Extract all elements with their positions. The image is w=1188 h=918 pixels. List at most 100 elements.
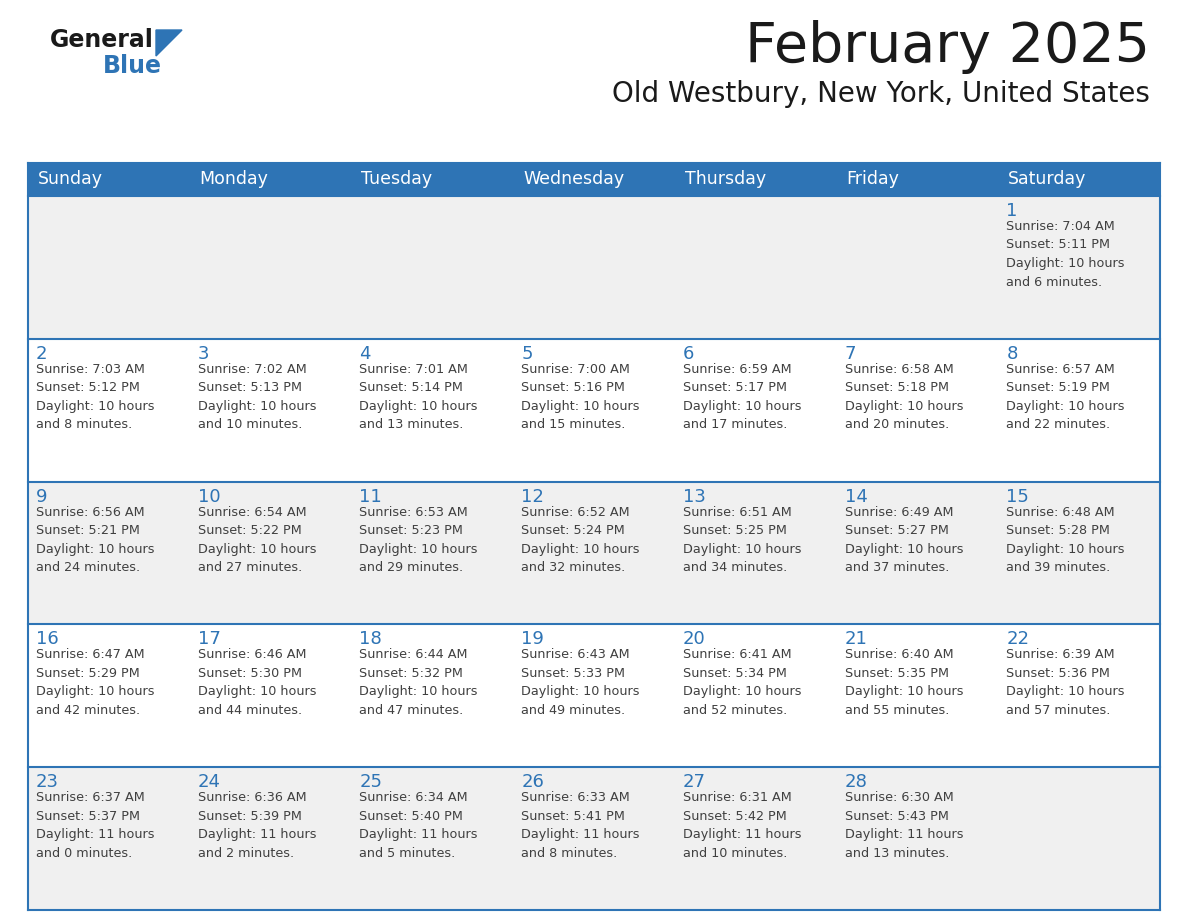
Bar <box>29 767 190 910</box>
Bar <box>190 196 352 339</box>
Text: Sunrise: 6:34 AM
Sunset: 5:40 PM
Daylight: 11 hours
and 5 minutes.: Sunrise: 6:34 AM Sunset: 5:40 PM Dayligh… <box>360 791 478 859</box>
Text: Sunrise: 6:33 AM
Sunset: 5:41 PM
Daylight: 11 hours
and 8 minutes.: Sunrise: 6:33 AM Sunset: 5:41 PM Dayligh… <box>522 791 639 859</box>
Bar <box>675 196 836 339</box>
Text: 21: 21 <box>845 631 867 648</box>
Text: Blue: Blue <box>103 54 162 78</box>
Text: Sunrise: 6:36 AM
Sunset: 5:39 PM
Daylight: 11 hours
and 2 minutes.: Sunrise: 6:36 AM Sunset: 5:39 PM Dayligh… <box>197 791 316 859</box>
Text: 25: 25 <box>360 773 383 791</box>
Text: 22: 22 <box>1006 631 1029 648</box>
Bar <box>675 767 836 910</box>
Text: 4: 4 <box>360 345 371 363</box>
Bar <box>29 339 190 482</box>
Bar <box>29 624 190 767</box>
Bar <box>29 482 190 624</box>
Bar <box>836 482 998 624</box>
Bar <box>352 767 513 910</box>
Bar <box>836 163 998 196</box>
Bar <box>675 482 836 624</box>
Text: Sunrise: 6:44 AM
Sunset: 5:32 PM
Daylight: 10 hours
and 47 minutes.: Sunrise: 6:44 AM Sunset: 5:32 PM Dayligh… <box>360 648 478 717</box>
Bar <box>513 339 675 482</box>
Bar <box>998 767 1159 910</box>
Bar <box>352 482 513 624</box>
Text: 18: 18 <box>360 631 383 648</box>
Text: 13: 13 <box>683 487 706 506</box>
Text: 26: 26 <box>522 773 544 791</box>
Text: 2: 2 <box>36 345 48 363</box>
Text: 19: 19 <box>522 631 544 648</box>
Text: Sunrise: 7:04 AM
Sunset: 5:11 PM
Daylight: 10 hours
and 6 minutes.: Sunrise: 7:04 AM Sunset: 5:11 PM Dayligh… <box>1006 220 1125 288</box>
Text: Sunrise: 6:39 AM
Sunset: 5:36 PM
Daylight: 10 hours
and 57 minutes.: Sunrise: 6:39 AM Sunset: 5:36 PM Dayligh… <box>1006 648 1125 717</box>
Bar <box>190 163 352 196</box>
Text: Sunrise: 7:03 AM
Sunset: 5:12 PM
Daylight: 10 hours
and 8 minutes.: Sunrise: 7:03 AM Sunset: 5:12 PM Dayligh… <box>36 363 154 431</box>
Text: Sunrise: 6:56 AM
Sunset: 5:21 PM
Daylight: 10 hours
and 24 minutes.: Sunrise: 6:56 AM Sunset: 5:21 PM Dayligh… <box>36 506 154 574</box>
Bar <box>513 482 675 624</box>
Bar <box>29 196 190 339</box>
Text: Friday: Friday <box>847 171 899 188</box>
Text: 24: 24 <box>197 773 221 791</box>
Text: 9: 9 <box>36 487 48 506</box>
Bar <box>836 624 998 767</box>
Text: 16: 16 <box>36 631 58 648</box>
Text: 8: 8 <box>1006 345 1018 363</box>
Text: 12: 12 <box>522 487 544 506</box>
Bar <box>29 163 190 196</box>
Text: 15: 15 <box>1006 487 1029 506</box>
Bar <box>675 624 836 767</box>
Text: Sunrise: 6:49 AM
Sunset: 5:27 PM
Daylight: 10 hours
and 37 minutes.: Sunrise: 6:49 AM Sunset: 5:27 PM Dayligh… <box>845 506 963 574</box>
Text: Monday: Monday <box>200 171 268 188</box>
Text: Wednesday: Wednesday <box>523 171 624 188</box>
Bar <box>513 767 675 910</box>
Text: 17: 17 <box>197 631 221 648</box>
Text: Sunrise: 6:58 AM
Sunset: 5:18 PM
Daylight: 10 hours
and 20 minutes.: Sunrise: 6:58 AM Sunset: 5:18 PM Dayligh… <box>845 363 963 431</box>
Text: 14: 14 <box>845 487 867 506</box>
Bar <box>190 624 352 767</box>
Bar <box>998 482 1159 624</box>
Text: Sunrise: 6:57 AM
Sunset: 5:19 PM
Daylight: 10 hours
and 22 minutes.: Sunrise: 6:57 AM Sunset: 5:19 PM Dayligh… <box>1006 363 1125 431</box>
Text: 1: 1 <box>1006 202 1018 220</box>
Text: Sunrise: 6:59 AM
Sunset: 5:17 PM
Daylight: 10 hours
and 17 minutes.: Sunrise: 6:59 AM Sunset: 5:17 PM Dayligh… <box>683 363 802 431</box>
Text: Sunday: Sunday <box>38 171 103 188</box>
Bar <box>675 163 836 196</box>
Bar <box>190 767 352 910</box>
Bar <box>836 339 998 482</box>
Text: Sunrise: 6:30 AM
Sunset: 5:43 PM
Daylight: 11 hours
and 13 minutes.: Sunrise: 6:30 AM Sunset: 5:43 PM Dayligh… <box>845 791 963 859</box>
Text: Thursday: Thursday <box>684 171 766 188</box>
Bar <box>352 339 513 482</box>
Text: Sunrise: 6:31 AM
Sunset: 5:42 PM
Daylight: 11 hours
and 10 minutes.: Sunrise: 6:31 AM Sunset: 5:42 PM Dayligh… <box>683 791 802 859</box>
Text: Sunrise: 6:47 AM
Sunset: 5:29 PM
Daylight: 10 hours
and 42 minutes.: Sunrise: 6:47 AM Sunset: 5:29 PM Dayligh… <box>36 648 154 717</box>
Text: 7: 7 <box>845 345 857 363</box>
Text: 20: 20 <box>683 631 706 648</box>
Text: Sunrise: 6:37 AM
Sunset: 5:37 PM
Daylight: 11 hours
and 0 minutes.: Sunrise: 6:37 AM Sunset: 5:37 PM Dayligh… <box>36 791 154 859</box>
Bar <box>190 482 352 624</box>
Text: Sunrise: 7:00 AM
Sunset: 5:16 PM
Daylight: 10 hours
and 15 minutes.: Sunrise: 7:00 AM Sunset: 5:16 PM Dayligh… <box>522 363 639 431</box>
Bar <box>352 624 513 767</box>
Text: Old Westbury, New York, United States: Old Westbury, New York, United States <box>612 80 1150 108</box>
Text: 10: 10 <box>197 487 220 506</box>
Text: Sunrise: 6:40 AM
Sunset: 5:35 PM
Daylight: 10 hours
and 55 minutes.: Sunrise: 6:40 AM Sunset: 5:35 PM Dayligh… <box>845 648 963 717</box>
Bar <box>190 339 352 482</box>
Text: Sunrise: 6:51 AM
Sunset: 5:25 PM
Daylight: 10 hours
and 34 minutes.: Sunrise: 6:51 AM Sunset: 5:25 PM Dayligh… <box>683 506 802 574</box>
Text: 6: 6 <box>683 345 694 363</box>
Text: General: General <box>50 28 154 52</box>
Text: Sunrise: 6:48 AM
Sunset: 5:28 PM
Daylight: 10 hours
and 39 minutes.: Sunrise: 6:48 AM Sunset: 5:28 PM Dayligh… <box>1006 506 1125 574</box>
Bar <box>352 163 513 196</box>
Text: Sunrise: 6:54 AM
Sunset: 5:22 PM
Daylight: 10 hours
and 27 minutes.: Sunrise: 6:54 AM Sunset: 5:22 PM Dayligh… <box>197 506 316 574</box>
Text: Sunrise: 6:52 AM
Sunset: 5:24 PM
Daylight: 10 hours
and 32 minutes.: Sunrise: 6:52 AM Sunset: 5:24 PM Dayligh… <box>522 506 639 574</box>
Text: 3: 3 <box>197 345 209 363</box>
Text: 27: 27 <box>683 773 706 791</box>
Text: Sunrise: 7:02 AM
Sunset: 5:13 PM
Daylight: 10 hours
and 10 minutes.: Sunrise: 7:02 AM Sunset: 5:13 PM Dayligh… <box>197 363 316 431</box>
Bar <box>836 767 998 910</box>
Text: Sunrise: 6:53 AM
Sunset: 5:23 PM
Daylight: 10 hours
and 29 minutes.: Sunrise: 6:53 AM Sunset: 5:23 PM Dayligh… <box>360 506 478 574</box>
Bar <box>998 196 1159 339</box>
Text: February 2025: February 2025 <box>745 20 1150 74</box>
Text: Sunrise: 6:43 AM
Sunset: 5:33 PM
Daylight: 10 hours
and 49 minutes.: Sunrise: 6:43 AM Sunset: 5:33 PM Dayligh… <box>522 648 639 717</box>
Bar <box>836 196 998 339</box>
Text: Saturday: Saturday <box>1009 171 1087 188</box>
Bar <box>998 339 1159 482</box>
Bar <box>675 339 836 482</box>
Text: Sunrise: 7:01 AM
Sunset: 5:14 PM
Daylight: 10 hours
and 13 minutes.: Sunrise: 7:01 AM Sunset: 5:14 PM Dayligh… <box>360 363 478 431</box>
Text: 28: 28 <box>845 773 867 791</box>
Bar <box>352 196 513 339</box>
Text: 5: 5 <box>522 345 532 363</box>
Text: Sunrise: 6:41 AM
Sunset: 5:34 PM
Daylight: 10 hours
and 52 minutes.: Sunrise: 6:41 AM Sunset: 5:34 PM Dayligh… <box>683 648 802 717</box>
